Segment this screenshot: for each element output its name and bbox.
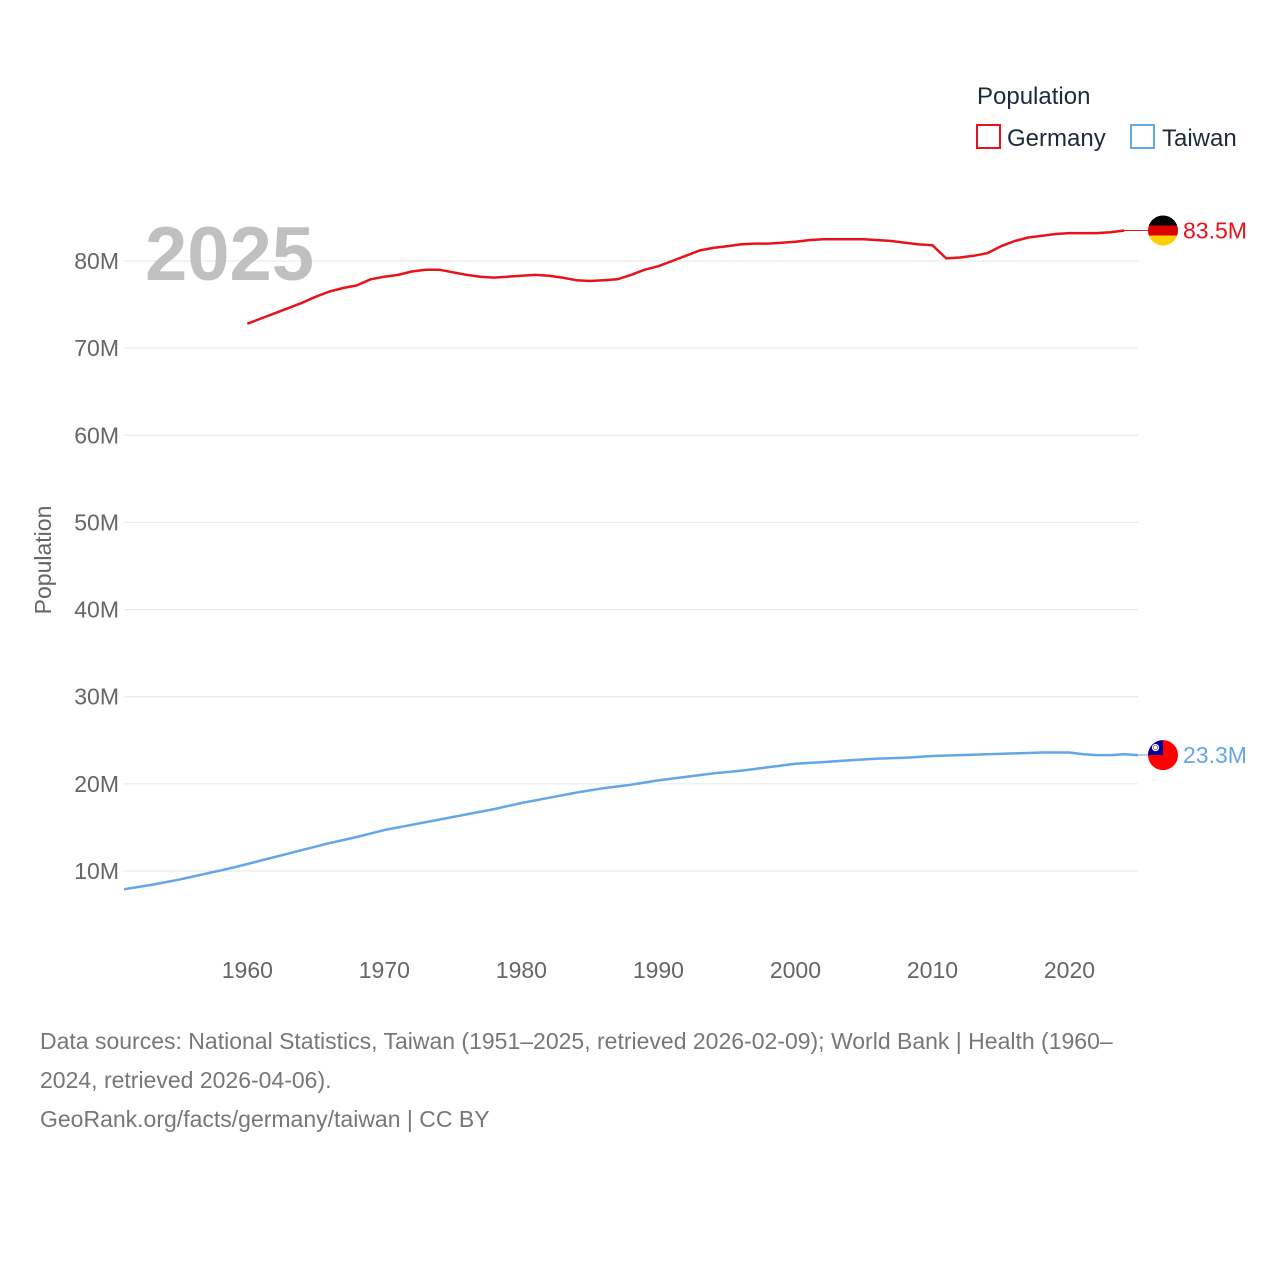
y-tick-label: 40M xyxy=(74,597,119,623)
current-year-label: 2025 xyxy=(145,212,314,297)
legend: Population Germany Taiwan xyxy=(976,83,1237,152)
x-tick-label: 1990 xyxy=(633,957,684,983)
y-tick-label: 50M xyxy=(74,509,119,535)
legend-swatch-taiwan xyxy=(1130,124,1155,149)
legend-swatch-germany xyxy=(976,124,1001,149)
x-tick-label: 1960 xyxy=(222,957,273,983)
legend-label-germany: Germany xyxy=(1007,125,1106,152)
legend-item-germany[interactable]: Germany xyxy=(976,124,1106,152)
germany-flag-icon xyxy=(1148,215,1178,246)
data-sources-line-1: Data sources: National Statistics, Taiwa… xyxy=(40,1028,1113,1054)
attribution[interactable]: GeoRank.org/facts/germany/taiwan | CC BY xyxy=(40,1106,490,1132)
x-tick-label: 2010 xyxy=(907,957,958,983)
legend-title: Population xyxy=(977,83,1090,110)
x-tick-label: 2000 xyxy=(770,957,821,983)
data-sources-line-2: 2024, retrieved 2026-04-06). xyxy=(40,1067,332,1093)
y-tick-label: 80M xyxy=(74,248,119,274)
y-tick-label: 10M xyxy=(74,858,119,884)
chart-footer: Data sources: National Statistics, Taiwa… xyxy=(40,1022,1250,1139)
legend-item-taiwan[interactable]: Taiwan xyxy=(1130,124,1237,152)
y-tick-label: 20M xyxy=(74,771,119,797)
y-tick-label: 30M xyxy=(74,684,119,710)
taiwan-flag-icon xyxy=(1148,740,1178,771)
y-tick-label: 70M xyxy=(74,335,119,361)
y-axis-ticks: 10M 20M 30M 40M 50M 60M 70M 80M xyxy=(74,248,119,884)
legend-label-taiwan: Taiwan xyxy=(1162,125,1237,152)
x-tick-label: 2020 xyxy=(1044,957,1095,983)
series-lines xyxy=(123,229,1148,891)
x-axis-ticks: 1960 1970 1980 1990 2000 2010 2020 xyxy=(222,957,1095,983)
germany-end-value-label: 83.5M xyxy=(1183,218,1247,244)
population-chart: 10M 20M 30M 40M 50M 60M 70M 80M 1960 1970 1980 199… xyxy=(30,83,1247,983)
x-tick-label: 1970 xyxy=(359,957,410,983)
x-tick-label: 1980 xyxy=(496,957,547,983)
germany-series-line xyxy=(246,229,1125,325)
taiwan-end-value-label: 23.3M xyxy=(1183,742,1247,768)
y-axis-label: Population xyxy=(30,506,56,615)
gridlines xyxy=(124,260,1138,872)
y-tick-label: 60M xyxy=(74,422,119,448)
taiwan-series-line xyxy=(123,751,1139,891)
